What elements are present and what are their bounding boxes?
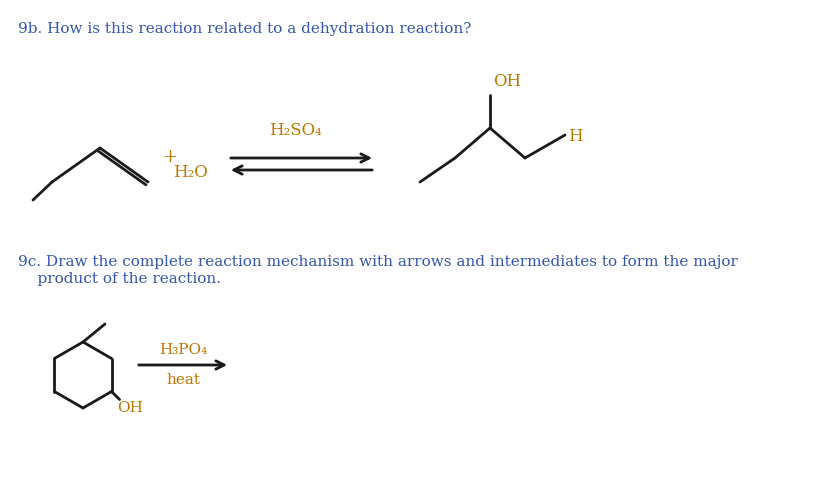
- Text: +: +: [162, 148, 177, 166]
- Text: H₂SO₄: H₂SO₄: [269, 122, 321, 139]
- Text: H: H: [568, 128, 583, 145]
- Text: 9b. How is this reaction related to a dehydration reaction?: 9b. How is this reaction related to a de…: [18, 22, 471, 36]
- Text: OH: OH: [118, 401, 144, 415]
- Text: 9c. Draw the complete reaction mechanism with arrows and intermediates to form t: 9c. Draw the complete reaction mechanism…: [18, 255, 738, 269]
- Text: H₂O: H₂O: [173, 164, 208, 181]
- Text: H₃PO₄: H₃PO₄: [159, 343, 207, 357]
- Text: product of the reaction.: product of the reaction.: [18, 272, 221, 286]
- Text: OH: OH: [493, 73, 521, 90]
- Text: heat: heat: [166, 373, 200, 387]
